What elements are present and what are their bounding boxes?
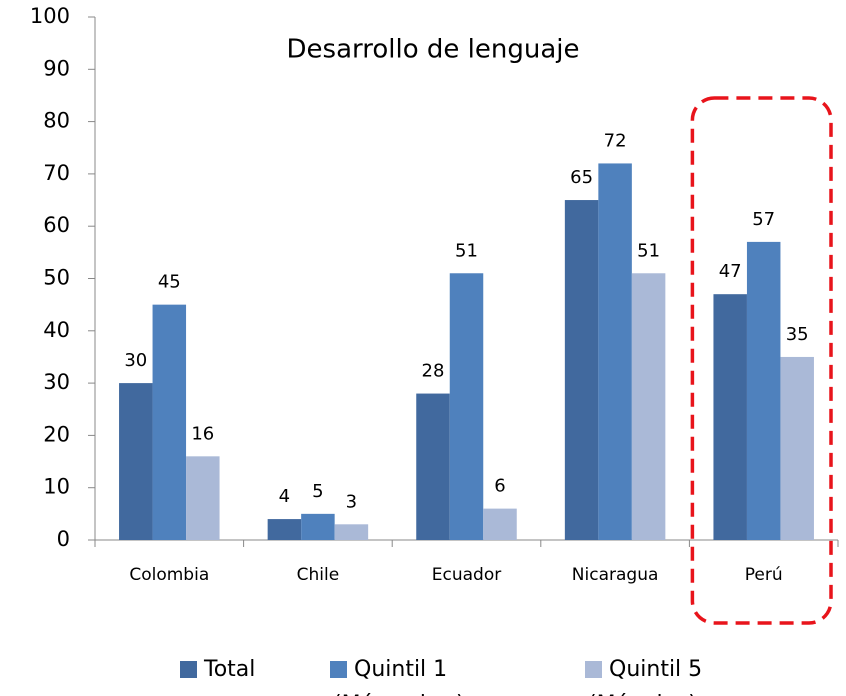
x-tick-label: Ecuador: [432, 565, 501, 585]
bar: [186, 456, 220, 540]
bar: [746, 241, 781, 540]
legend-swatch: [180, 661, 197, 678]
chart-title: Desarrollo de lenguaje: [287, 35, 580, 65]
y-tick-label: 40: [43, 318, 70, 342]
x-tick-label: Chile: [297, 565, 340, 585]
legend-label: Quintil 5(Más rico): [588, 657, 702, 696]
y-tick-label: 90: [43, 56, 70, 80]
x-tick-label: Nicaragua: [572, 565, 659, 585]
bar: [267, 519, 302, 540]
bar: [564, 200, 599, 541]
y-tick-label: 100: [30, 4, 70, 28]
legend-label: Total: [203, 657, 255, 682]
y-tick-label: 20: [43, 422, 70, 446]
bar: [483, 508, 517, 540]
y-tick-label: 60: [43, 213, 70, 237]
legend-swatch: [330, 661, 347, 678]
bar: [631, 273, 666, 540]
y-tick-label: 30: [43, 370, 70, 394]
bar: [449, 273, 484, 540]
data-label: 30: [124, 350, 147, 371]
data-label: 28: [422, 361, 445, 382]
data-label: 51: [637, 240, 660, 261]
legend-label: Quintil 1(Más pobre): [333, 657, 465, 696]
x-tick-label: Colombia: [129, 565, 209, 585]
bar: [780, 356, 814, 540]
data-label: 51: [455, 240, 478, 261]
bar: [713, 294, 747, 540]
data-label: 57: [752, 209, 775, 230]
data-label: 16: [191, 423, 214, 444]
y-tick-label: 10: [43, 475, 70, 499]
y-tick-label: 0: [57, 527, 70, 551]
data-label: 47: [719, 261, 742, 282]
data-label: 3: [346, 491, 357, 512]
data-label: 35: [786, 324, 809, 345]
data-label: 65: [570, 167, 593, 188]
y-tick-label: 70: [43, 161, 70, 185]
bar: [152, 304, 187, 540]
data-label: 6: [494, 476, 505, 497]
x-tick-label: Perú: [745, 565, 783, 585]
bar: [416, 393, 450, 540]
y-tick-label: 80: [43, 109, 70, 133]
data-label: 45: [158, 272, 181, 293]
bar: [598, 163, 632, 540]
highlight-box: [690, 96, 833, 625]
bar: [301, 513, 335, 540]
y-tick-label: 50: [43, 266, 70, 290]
bar: [119, 383, 153, 540]
legend-swatch: [585, 661, 602, 678]
bar: [334, 524, 369, 540]
data-label: 5: [312, 481, 323, 502]
data-label: 4: [279, 486, 290, 507]
data-label: 72: [604, 130, 627, 151]
